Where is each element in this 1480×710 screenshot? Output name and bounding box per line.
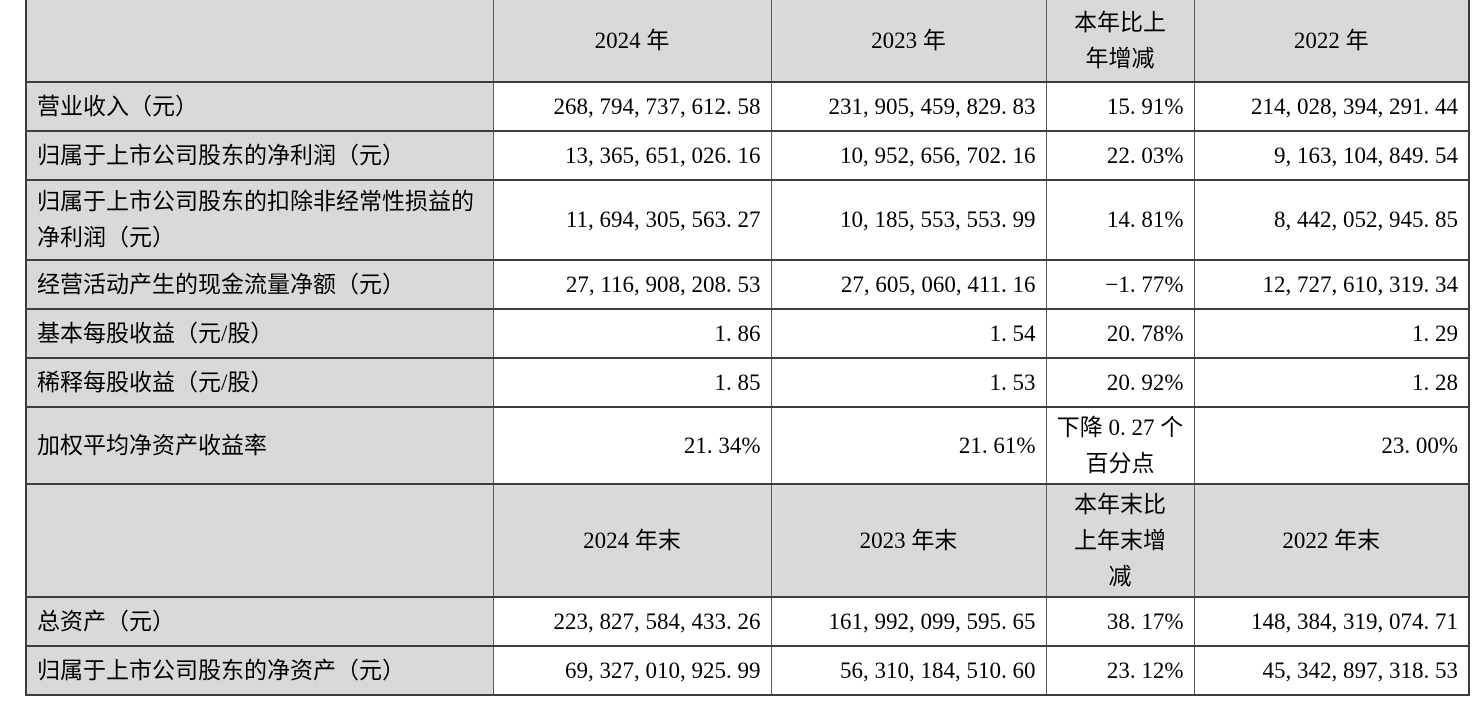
row-label: 经营活动产生的现金流量净额（元） [25, 259, 494, 310]
header-cell-2022: 2022 年 [1193, 0, 1470, 83]
header-cell-2024-yearend: 2024 年末 [492, 483, 772, 599]
value-2024: 21. 34% [492, 405, 772, 486]
value-2024: 223, 827, 584, 433. 26 [492, 596, 772, 648]
value-2023: 27, 605, 060, 411. 16 [770, 259, 1047, 310]
value-change: 38. 17% [1045, 596, 1195, 648]
value-2023: 10, 185, 553, 553. 99 [770, 179, 1047, 261]
row-label: 总资产（元） [25, 596, 494, 648]
value-change: 23. 12% [1045, 645, 1195, 697]
value-change: 22. 03% [1045, 130, 1195, 181]
table-row-operating-cash-flow: 经营活动产生的现金流量净额（元） 27, 116, 908, 208. 53 2… [25, 259, 1470, 310]
row-label: 稀释每股收益（元/股） [25, 357, 494, 408]
value-2022: 148, 384, 319, 074. 71 [1193, 596, 1470, 648]
value-2024: 268, 794, 737, 612. 58 [492, 81, 772, 132]
value-change: 20. 92% [1045, 357, 1195, 408]
header-cell-2023: 2023 年 [770, 0, 1047, 83]
header-cell-yoy-change: 本年比上年增减 [1045, 0, 1195, 83]
value-2022: 1. 28 [1193, 357, 1470, 408]
value-2023: 1. 54 [770, 308, 1047, 359]
table-row-weighted-avg-roe: 加权平均净资产收益率 21. 34% 21. 61% 下降 0. 27 个百分点… [25, 405, 1470, 486]
header-spacer-cell [25, 0, 494, 83]
value-2022: 214, 028, 394, 291. 44 [1193, 81, 1470, 132]
value-2023: 56, 310, 184, 510. 60 [770, 645, 1047, 697]
value-2022: 23. 00% [1193, 405, 1470, 486]
table-row-basic-eps: 基本每股收益（元/股） 1. 86 1. 54 20. 78% 1. 29 [25, 308, 1470, 359]
row-label: 归属于上市公司股东的扣除非经常性损益的净利润（元） [25, 179, 494, 261]
value-change: −1. 77% [1045, 259, 1195, 310]
header-row-annual: 2024 年 2023 年 本年比上年增减 2022 年 [25, 0, 1470, 83]
table-row-total-assets: 总资产（元） 223, 827, 584, 433. 26 161, 992, … [25, 596, 1470, 648]
table-row-revenue: 营业收入（元） 268, 794, 737, 612. 58 231, 905,… [25, 81, 1470, 132]
header-cell-2023-yearend: 2023 年末 [770, 483, 1047, 599]
table-row-net-profit-excl-nonrecurring: 归属于上市公司股东的扣除非经常性损益的净利润（元） 11, 694, 305, … [25, 179, 1470, 261]
value-2022: 9, 163, 104, 849. 54 [1193, 130, 1470, 181]
value-2024: 1. 85 [492, 357, 772, 408]
value-change: 15. 91% [1045, 81, 1195, 132]
value-2022: 1. 29 [1193, 308, 1470, 359]
row-label: 营业收入（元） [25, 81, 494, 132]
row-label: 加权平均净资产收益率 [25, 405, 494, 486]
value-2023: 10, 952, 656, 702. 16 [770, 130, 1047, 181]
financial-summary-table: 2024 年 2023 年 本年比上年增减 2022 年 营业收入（元） 268… [25, 0, 1470, 697]
value-2023: 161, 992, 099, 595. 65 [770, 596, 1047, 648]
value-2022: 8, 442, 052, 945. 85 [1193, 179, 1470, 261]
value-2024: 69, 327, 010, 925. 99 [492, 645, 772, 697]
table-row-diluted-eps: 稀释每股收益（元/股） 1. 85 1. 53 20. 92% 1. 28 [25, 357, 1470, 408]
value-2023: 21. 61% [770, 405, 1047, 486]
value-change: 20. 78% [1045, 308, 1195, 359]
header-row-yearend: 2024 年末 2023 年末 本年末比上年末增减 2022 年末 [25, 483, 1470, 599]
header-cell-2024: 2024 年 [492, 0, 772, 83]
value-2022: 12, 727, 610, 319. 34 [1193, 259, 1470, 310]
value-2024: 27, 116, 908, 208. 53 [492, 259, 772, 310]
value-2023: 1. 53 [770, 357, 1047, 408]
header-spacer-cell [25, 483, 494, 599]
row-label: 基本每股收益（元/股） [25, 308, 494, 359]
value-change: 下降 0. 27 个百分点 [1045, 405, 1195, 486]
value-2022: 45, 342, 897, 318. 53 [1193, 645, 1470, 697]
value-2023: 231, 905, 459, 829. 83 [770, 81, 1047, 132]
table-row-net-profit: 归属于上市公司股东的净利润（元） 13, 365, 651, 026. 16 1… [25, 130, 1470, 181]
value-2024: 13, 365, 651, 026. 16 [492, 130, 772, 181]
value-2024: 11, 694, 305, 563. 27 [492, 179, 772, 261]
table-row-net-assets: 归属于上市公司股东的净资产（元） 69, 327, 010, 925. 99 5… [25, 645, 1470, 697]
header-cell-2022-yearend: 2022 年末 [1193, 483, 1470, 599]
header-cell-yearend-change: 本年末比上年末增减 [1045, 483, 1195, 599]
row-label: 归属于上市公司股东的净资产（元） [25, 645, 494, 697]
value-change: 14. 81% [1045, 179, 1195, 261]
row-label: 归属于上市公司股东的净利润（元） [25, 130, 494, 181]
value-2024: 1. 86 [492, 308, 772, 359]
